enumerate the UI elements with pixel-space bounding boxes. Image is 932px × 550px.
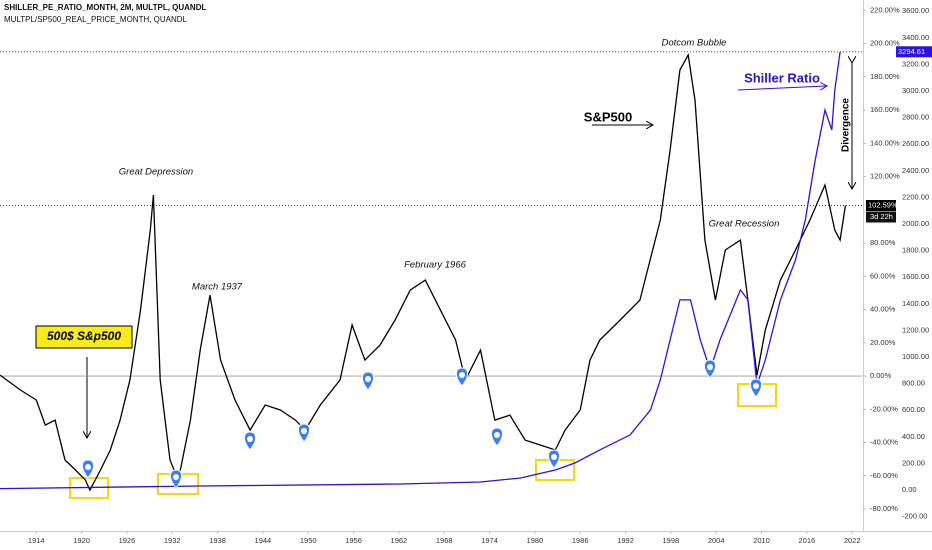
pin-dot: [459, 372, 465, 378]
y-tick-label: 140.00%: [870, 138, 900, 147]
x-tick-label: 1956: [345, 536, 362, 545]
y2-tick-label: 3000.00: [902, 86, 929, 95]
annotation: February 1966: [404, 260, 467, 271]
x-tick-label: 1974: [481, 536, 498, 545]
last-value-label: 102.59%: [868, 200, 898, 209]
arrow: [737, 86, 826, 91]
pin-dot: [707, 364, 713, 370]
x-tick-label: 1986: [572, 536, 589, 545]
y2-tick-label: 3600.00: [902, 6, 929, 15]
x-tick-label: 1950: [300, 536, 317, 545]
x-tick-label: 2010: [753, 536, 770, 545]
y-tick-label: -20.00%: [870, 404, 898, 413]
y-tick-label: 180.00%: [870, 72, 900, 81]
annotation: Divergence: [841, 98, 852, 152]
x-tick-label: 1980: [527, 536, 544, 545]
x-tick-label: 2022: [844, 536, 861, 545]
y2-tick-label: 2400.00: [902, 166, 929, 175]
y-tick-label: 20.00%: [870, 338, 896, 347]
annotation: Dotcom Bubble: [662, 38, 727, 49]
annotation: Great Depression: [119, 167, 193, 178]
y2-tick-label: 200.00: [902, 458, 925, 467]
y2-tick-label: 2800.00: [902, 113, 929, 122]
x-tick-label: 1932: [164, 536, 181, 545]
y-tick-label: 60.00%: [870, 271, 896, 280]
y2-tick-label: 1800.00: [902, 246, 929, 255]
y2-tick-label: -200.00: [902, 512, 927, 521]
annotation: Great Recession: [709, 219, 780, 230]
x-tick-label: 2016: [799, 536, 816, 545]
y2-tick-label: 2600.00: [902, 139, 929, 148]
label-box: [35, 325, 133, 349]
x-tick-label: 1968: [436, 536, 453, 545]
y-tick-label: 40.00%: [870, 305, 896, 314]
pin-dot: [173, 474, 179, 480]
y2-tick-label: 3400.00: [902, 33, 929, 42]
series-line: [0, 53, 847, 492]
y2-tick-label: 2200.00: [902, 192, 929, 201]
pin-dot: [365, 376, 371, 382]
pin-dot: [494, 432, 500, 438]
x-tick-label: 1920: [73, 536, 90, 545]
y-tick-label: -60.00%: [870, 471, 898, 480]
y2-tick-label: 800.00: [902, 379, 925, 388]
x-tick-label: 1962: [391, 536, 408, 545]
y2-tick-label: 2000.00: [902, 219, 929, 228]
y2-tick-label: 1200.00: [902, 325, 929, 334]
y-tick-label: 200.00%: [870, 39, 900, 48]
annotation: Shiller Ratio: [744, 70, 820, 85]
annotation: S&P500: [584, 109, 632, 124]
pin-dot: [753, 383, 759, 389]
y2-tick-label: 1000.00: [902, 352, 929, 361]
y2-tick-label: 600.00: [902, 405, 925, 414]
series-line: [0, 51, 841, 490]
y-tick-label: 220.00%: [870, 5, 900, 14]
last-value-badge: [896, 46, 932, 58]
annotation: March 1937: [192, 282, 243, 293]
pin-dot: [247, 436, 253, 442]
y-tick-label: -40.00%: [870, 438, 898, 447]
x-tick-label: 1992: [617, 536, 634, 545]
countdown-label: 3d 22h: [870, 212, 893, 221]
last-value-badge: [866, 199, 896, 211]
pin-dot: [85, 464, 91, 470]
y2-tick-label: 400.00: [902, 432, 925, 441]
x-tick-label: 1914: [28, 536, 45, 545]
y2-tick-label: 1400.00: [902, 299, 929, 308]
x-tick-label: 1938: [209, 536, 226, 545]
legend-entry: MULTPL/SP500_REAL_PRICE_MONTH, QUANDL: [4, 15, 188, 24]
legend-entry: SHILLER_PE_RATIO_MONTH, 2M, MULTPL, QUAN…: [4, 3, 206, 12]
y-tick-label: 120.00%: [870, 172, 900, 181]
countdown-badge: [866, 211, 896, 223]
y2-tick-label: 3200.00: [902, 59, 929, 68]
x-tick-label: 1926: [119, 536, 136, 545]
pin-dot: [301, 428, 307, 434]
x-tick-label: 1998: [663, 536, 680, 545]
y-tick-label: 80.00%: [870, 238, 896, 247]
last-value-label: 3294.61: [898, 47, 925, 56]
y-tick-label: -80.00%: [870, 504, 898, 513]
pin-dot: [551, 454, 557, 460]
x-tick-label: 1944: [255, 536, 272, 545]
annotation: 500$ S&p500: [47, 329, 121, 343]
y2-tick-label: 0.00: [902, 485, 917, 494]
x-tick-label: 2004: [708, 536, 725, 545]
y-tick-label: 0.00%: [870, 371, 892, 380]
y2-tick-label: 1600.00: [902, 272, 929, 281]
y-tick-label: 160.00%: [870, 105, 900, 114]
